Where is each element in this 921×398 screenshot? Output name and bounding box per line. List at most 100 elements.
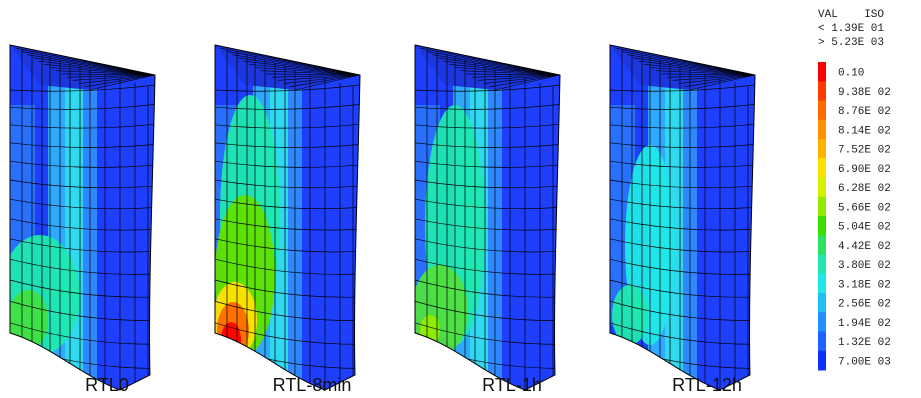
- mesh-line: [415, 238, 560, 253]
- mesh-line: [415, 142, 560, 148]
- fan-line: [449, 63, 560, 76]
- fan-line: [289, 74, 360, 88]
- mesh-line: [10, 300, 155, 321]
- legend-swatch: [818, 273, 826, 294]
- legend-label: 5.66E 02: [838, 202, 891, 214]
- fan-line: [283, 74, 360, 84]
- fan-line: [655, 70, 755, 76]
- mesh-line: [215, 238, 360, 253]
- legend-swatch: [818, 81, 826, 101]
- mesh-line: [215, 258, 360, 275]
- mesh-line: [415, 123, 560, 129]
- mesh-line: [215, 142, 360, 148]
- mesh-line: [415, 322, 560, 345]
- legend-swatch: [818, 216, 826, 236]
- fan-line: [689, 74, 755, 91]
- mesh-line: [415, 279, 560, 298]
- mesh-line: [215, 322, 360, 345]
- fan-line: [272, 74, 360, 78]
- legend-swatch: [818, 293, 826, 313]
- mesh-line: [610, 84, 755, 92]
- legend-swatch: [818, 331, 826, 352]
- top-face: [10, 45, 155, 90]
- outline: [214, 44, 361, 391]
- fan-line: [294, 74, 360, 91]
- hotspot: [415, 265, 468, 355]
- fan-line: [672, 74, 755, 81]
- panel-label: RTL-8min: [273, 375, 352, 395]
- legend-swatch: [818, 139, 826, 159]
- legend-label: 3.18E 02: [838, 279, 891, 291]
- fan-line: [49, 67, 155, 76]
- mesh-line: [10, 123, 155, 129]
- mesh-line: [610, 279, 755, 298]
- panel: [609, 44, 756, 391]
- legend-label: 5.04E 02: [838, 222, 891, 234]
- mesh-line: [10, 160, 155, 168]
- panel: [214, 44, 361, 391]
- fan-line: [21, 51, 155, 76]
- legend-swatch: [818, 312, 826, 332]
- fan-line: [254, 67, 360, 76]
- fan-line: [667, 74, 755, 78]
- fan-line: [649, 67, 755, 76]
- top-face: [215, 45, 360, 90]
- fan-line: [84, 74, 155, 88]
- legend-swatch: [818, 100, 826, 121]
- fan-line: [426, 51, 560, 76]
- fan-line: [55, 70, 155, 76]
- fan-line: [437, 57, 560, 76]
- legend-label: 6.90E 02: [838, 164, 891, 176]
- fan-line: [661, 73, 755, 76]
- mesh-line: [415, 179, 560, 189]
- mesh-line: [10, 238, 155, 253]
- legend-label: 7.00E 03: [838, 356, 891, 368]
- mesh-line: [215, 300, 360, 321]
- fan-line: [494, 74, 560, 91]
- outline: [609, 44, 756, 391]
- legend-label: 8.14E 02: [838, 125, 891, 137]
- fan-line: [27, 54, 155, 76]
- mesh-line: [10, 279, 155, 298]
- mesh-line: [415, 160, 560, 168]
- legend-min: < 1.39E 01: [818, 23, 884, 35]
- legend-label: 9.38E 02: [838, 87, 891, 99]
- legend-swatch: [818, 350, 826, 371]
- fan-line: [44, 63, 155, 76]
- mesh-line: [610, 258, 755, 275]
- legend-label: 7.52E 02: [838, 145, 891, 157]
- fan-line: [226, 51, 360, 76]
- fan-line: [266, 73, 360, 76]
- legend-swatch: [818, 119, 826, 140]
- fan-line: [243, 60, 360, 76]
- fan-line: [249, 63, 360, 76]
- mesh-line: [215, 279, 360, 298]
- fan-line: [72, 74, 155, 81]
- legend-swatch: [818, 177, 826, 198]
- mesh-line: [10, 142, 155, 148]
- fan-line: [477, 74, 560, 81]
- top-face: [610, 45, 755, 90]
- mesh-line: [415, 218, 560, 231]
- mesh-line: [610, 322, 755, 345]
- legend-header: VAL ISO: [818, 9, 884, 21]
- legend-swatch: [818, 254, 826, 275]
- mesh-line: [415, 104, 560, 110]
- panel: [9, 44, 156, 391]
- mesh-line: [10, 198, 155, 210]
- mesh-line: [610, 123, 755, 129]
- fan-line: [67, 74, 155, 78]
- legend-label: 6.28E 02: [838, 183, 891, 195]
- legend-label: 4.42E 02: [838, 241, 891, 253]
- mesh-line: [610, 198, 755, 210]
- mesh-line: [215, 198, 360, 210]
- mesh-line: [215, 123, 360, 129]
- legend-swatch: [818, 158, 826, 178]
- mesh-line: [610, 142, 755, 148]
- fan-line: [32, 57, 155, 76]
- legend-label: 2.56E 02: [838, 299, 891, 311]
- legend-label: 1.32E 02: [838, 337, 891, 349]
- fan-line: [277, 74, 360, 81]
- top-face: [415, 45, 560, 90]
- fan-line: [460, 70, 560, 76]
